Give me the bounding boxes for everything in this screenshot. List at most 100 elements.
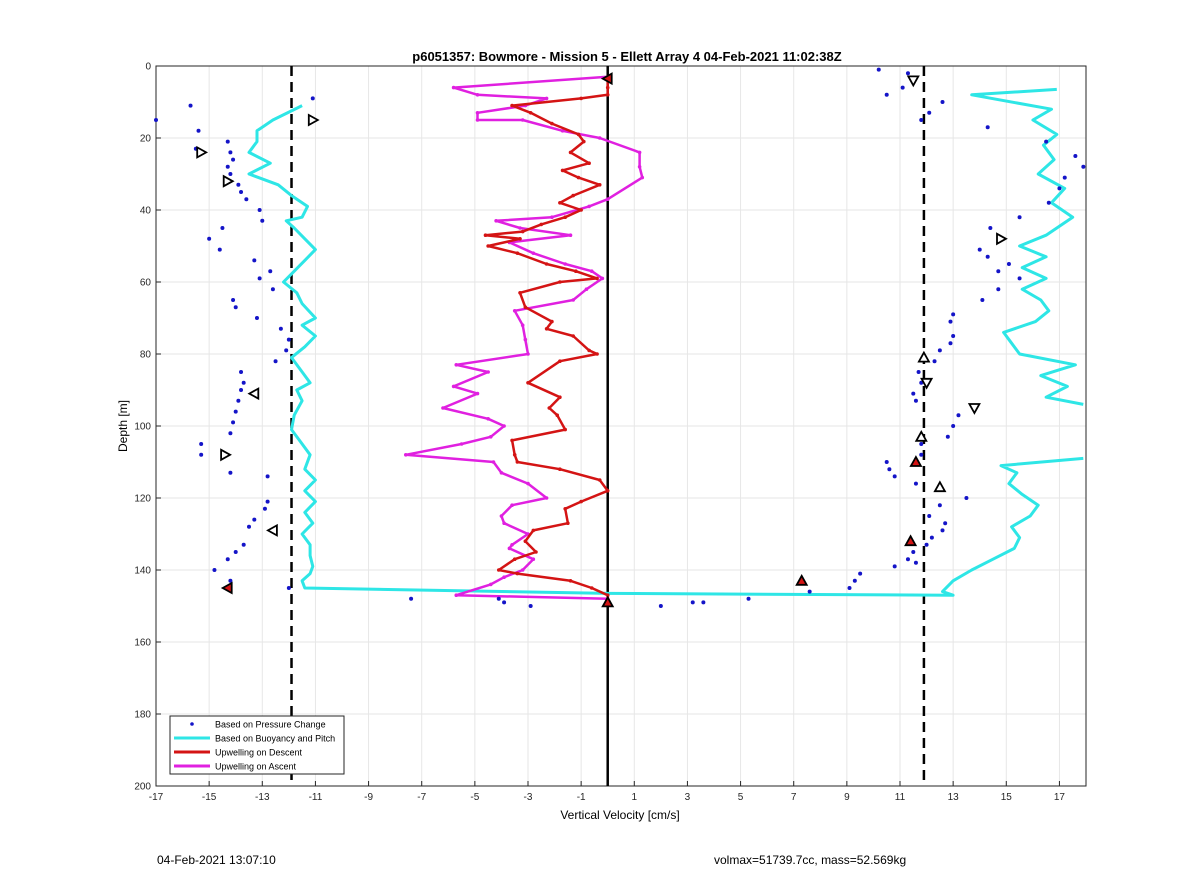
ascent-point <box>507 546 512 551</box>
pressure-change-point <box>244 197 249 202</box>
descent-point <box>605 93 610 97</box>
triangle-marker <box>600 72 613 86</box>
pressure-change-point <box>1044 139 1049 144</box>
x-tick-label: 9 <box>844 792 850 803</box>
descent-point <box>510 438 514 443</box>
pressure-change-point <box>496 596 501 601</box>
ascent-point <box>587 204 591 209</box>
descent-point <box>571 193 575 198</box>
descent-point <box>523 539 528 543</box>
footer-timestamp: 04-Feb-2021 13:07:10 <box>157 853 276 867</box>
ascent-point <box>486 417 490 421</box>
pressure-change-point <box>913 560 918 565</box>
ascent-point <box>451 85 456 90</box>
y-tick-label: 140 <box>134 566 151 577</box>
x-tick-label: -13 <box>255 792 270 803</box>
pressure-change-point <box>270 287 275 292</box>
x-tick-label: 17 <box>1054 792 1066 803</box>
pressure-change-point <box>239 190 244 194</box>
pressure-change-point <box>154 118 158 122</box>
ascent-point <box>544 496 549 500</box>
descent-point <box>526 381 530 385</box>
ascent-point <box>486 370 490 374</box>
y-tick-label: 0 <box>145 62 151 73</box>
pressure-change-point <box>1046 200 1051 205</box>
descent-point <box>520 229 525 234</box>
descent-point <box>550 319 554 324</box>
ascent-point <box>520 568 525 572</box>
triangle-marker <box>266 523 278 537</box>
descent-point <box>558 359 562 364</box>
pressure-change-point <box>217 247 222 252</box>
descent-point <box>574 269 578 274</box>
descent-point <box>550 121 554 126</box>
pressure-change-point <box>956 413 961 418</box>
ascent-point <box>499 471 504 475</box>
descent-point <box>587 161 591 165</box>
pressure-change-point <box>951 424 956 428</box>
pressure-change-point <box>913 398 918 403</box>
descent-point <box>547 406 552 410</box>
x-axis-label: Vertical Velocity [cm/s] <box>560 808 679 822</box>
ascent-point <box>454 363 459 367</box>
pressure-change-point <box>252 517 257 522</box>
x-tick-label: -11 <box>309 792 323 803</box>
pressure-change-point <box>188 103 193 108</box>
x-tick-label: -17 <box>149 792 164 803</box>
ascent-point <box>475 118 480 122</box>
descent-point <box>539 222 544 227</box>
pressure-change-point <box>996 287 1001 292</box>
ascent-point <box>526 352 530 356</box>
triangle-marker <box>909 455 923 467</box>
y-tick-label: 100 <box>134 422 151 433</box>
pressure-change-point <box>286 586 291 590</box>
x-tick-label: -7 <box>417 792 426 803</box>
descent-point <box>486 244 490 248</box>
ascent-point <box>600 276 605 281</box>
descent-point <box>558 280 562 284</box>
ascent-point <box>605 197 610 201</box>
descent-point <box>515 460 520 464</box>
pressure-change-point <box>847 586 852 590</box>
x-tick-label: 15 <box>1001 792 1013 803</box>
ascent-point <box>523 337 528 342</box>
triangle-marker <box>920 377 934 390</box>
pressure-change-point <box>943 521 948 526</box>
ascent-point <box>526 481 530 486</box>
pressure-change-point <box>225 557 230 562</box>
chart-title: p6051357: Bowmore - Mission 5 - Ellett A… <box>412 49 841 64</box>
triangle-marker <box>906 75 920 88</box>
descent-point <box>512 557 517 561</box>
ascent-point <box>544 96 549 101</box>
descent-point <box>579 96 583 101</box>
pressure-change-point <box>977 247 982 252</box>
descent-point <box>518 237 522 241</box>
ascent-point <box>475 111 480 115</box>
legend-label: Upwelling on Descent <box>215 748 303 758</box>
x-tick-label: 5 <box>738 792 744 803</box>
footer-volmax-mass: volmax=51739.7cc, mass=52.569kg <box>714 853 907 867</box>
ascent-point <box>510 543 514 547</box>
pressure-change-point <box>988 226 993 230</box>
y-tick-label: 120 <box>134 494 151 505</box>
pressure-change-point <box>951 312 956 317</box>
pressure-change-point <box>919 452 924 457</box>
pressure-change-point <box>233 409 238 414</box>
descent-point <box>605 593 610 597</box>
descent-point <box>595 352 599 356</box>
ascent-point <box>637 165 642 169</box>
pressure-change-point <box>858 571 863 576</box>
descent-point <box>558 201 562 205</box>
pressure-change-point <box>241 380 246 385</box>
pressure-change-point <box>916 370 921 374</box>
ascent-point <box>491 460 496 464</box>
triangle-marker <box>967 403 981 415</box>
x-tick-label: 7 <box>791 792 797 803</box>
triangle-marker <box>933 480 947 493</box>
x-tick-label: -15 <box>202 792 217 803</box>
pressure-change-point <box>927 110 932 115</box>
descent-point <box>589 586 594 590</box>
y-tick-label: 180 <box>134 710 151 721</box>
ascent-point <box>568 233 573 237</box>
